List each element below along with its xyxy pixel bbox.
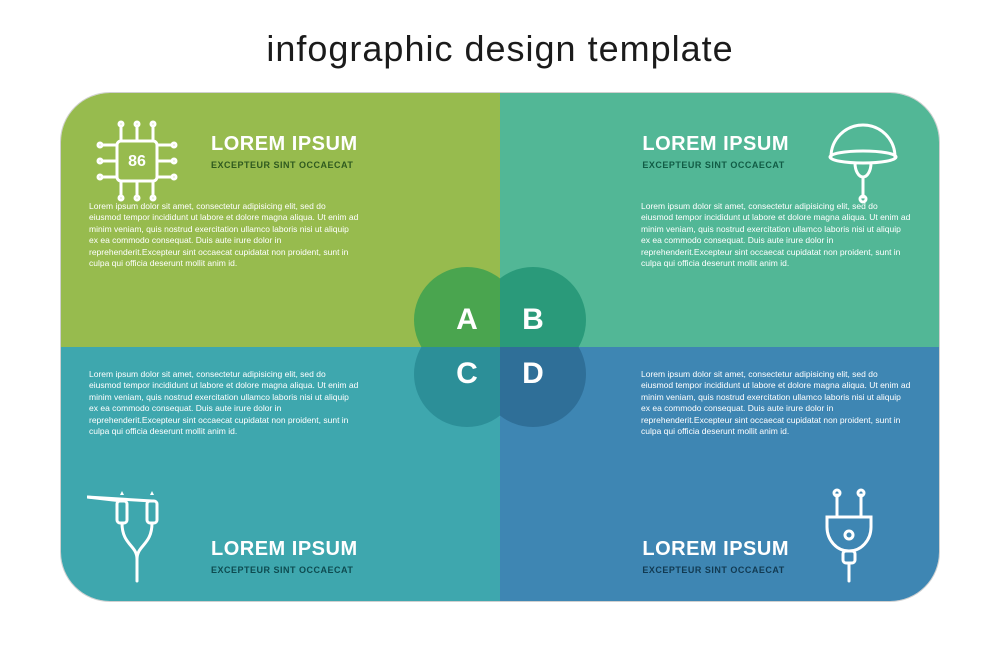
- panel-c-heading: LOREM IPSUM EXCEPTEUR SINT OCCAECAT: [211, 538, 358, 575]
- panel-c-subtitle: EXCEPTEUR SINT OCCAECAT: [211, 565, 358, 575]
- panel-a-letter: A: [414, 267, 500, 347]
- infographic-frame: 86: [60, 92, 940, 602]
- dome-light-icon: [813, 111, 913, 211]
- page-root: infographic design template 86: [0, 0, 1000, 667]
- panel-d-subtitle: EXCEPTEUR SINT OCCAECAT: [642, 565, 789, 575]
- chip-label: 86: [128, 153, 146, 170]
- panel-d-heading: LOREM IPSUM EXCEPTEUR SINT OCCAECAT: [642, 538, 789, 575]
- panel-a-subtitle: EXCEPTEUR SINT OCCAECAT: [211, 160, 358, 170]
- panel-b-letter: B: [500, 267, 586, 347]
- panel-d-letter: D: [500, 347, 586, 427]
- panel-a: 86: [61, 93, 500, 347]
- panel-b-heading: LOREM IPSUM EXCEPTEUR SINT OCCAECAT: [642, 133, 789, 170]
- panel-c: LOREM IPSUM EXCEPTEUR SINT OCCAECAT Lore…: [61, 347, 500, 601]
- panel-d-body: Lorem ipsum dolor sit amet, consectetur …: [641, 369, 911, 438]
- panel-c-body: Lorem ipsum dolor sit amet, consectetur …: [89, 369, 359, 438]
- panel-a-body: Lorem ipsum dolor sit amet, consectetur …: [89, 201, 359, 270]
- panel-c-letter: C: [414, 347, 500, 427]
- panel-b-title: LOREM IPSUM: [642, 133, 789, 156]
- panel-a-title: LOREM IPSUM: [211, 133, 358, 156]
- page-title: infographic design template: [0, 28, 1000, 70]
- panel-b: LOREM IPSUM EXCEPTEUR SINT OCCAECAT Lore…: [500, 93, 939, 347]
- panel-d-title: LOREM IPSUM: [642, 538, 789, 561]
- panel-b-body: Lorem ipsum dolor sit amet, consectetur …: [641, 201, 911, 270]
- panel-d: LOREM IPSUM EXCEPTEUR SINT OCCAECAT Lore…: [500, 347, 939, 601]
- cpu-chip-icon: 86: [87, 111, 187, 211]
- panel-c-title: LOREM IPSUM: [211, 538, 358, 561]
- panel-b-subtitle: EXCEPTEUR SINT OCCAECAT: [642, 160, 789, 170]
- panel-a-heading: LOREM IPSUM EXCEPTEUR SINT OCCAECAT: [211, 133, 358, 170]
- audio-splitter-icon: [87, 487, 187, 587]
- electric-plug-icon: [799, 487, 899, 587]
